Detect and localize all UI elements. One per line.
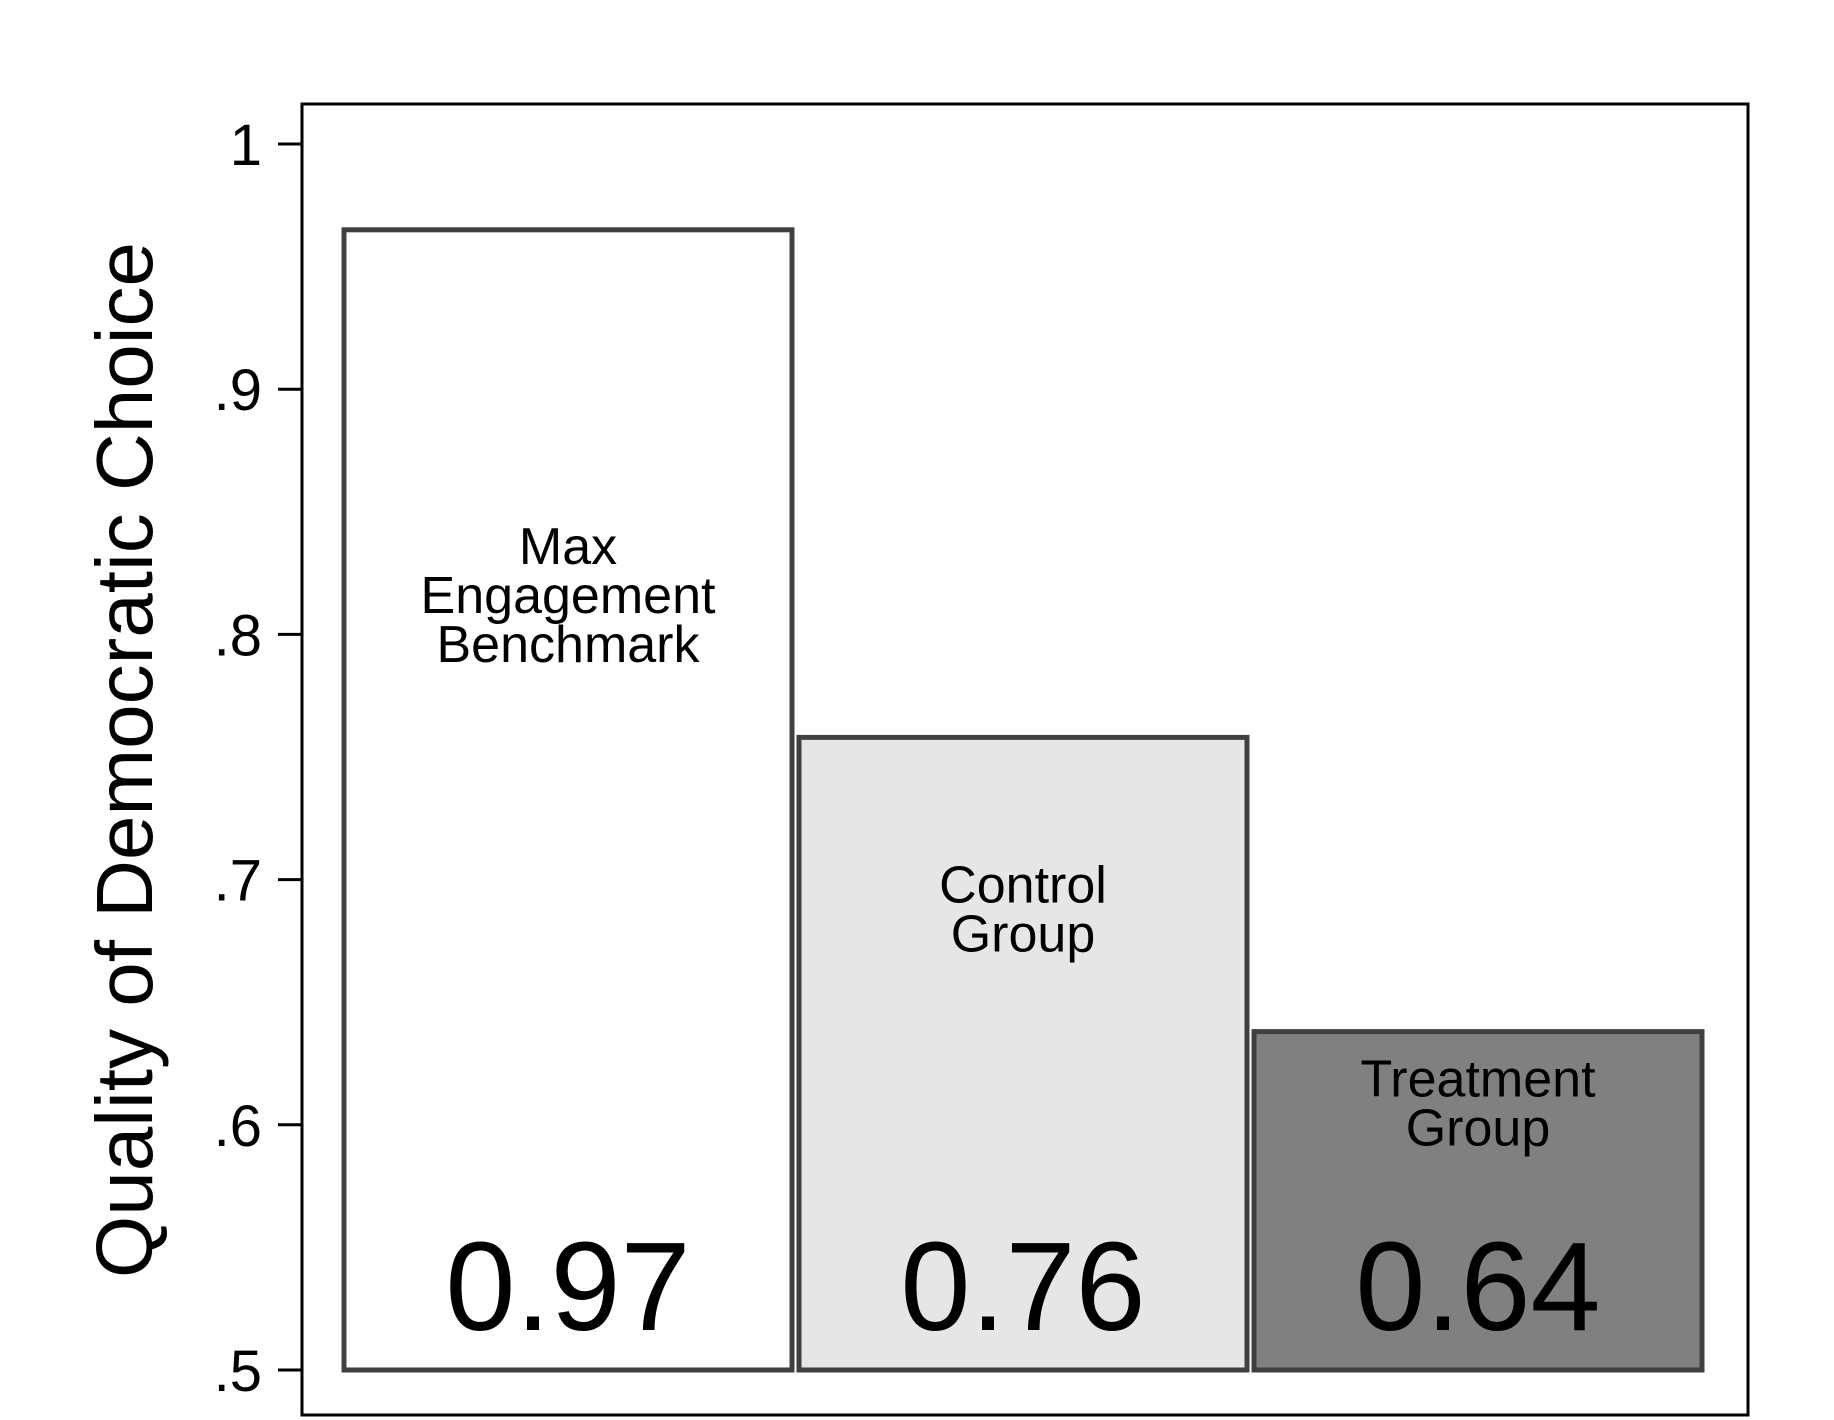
bar-category-label: Group xyxy=(951,905,1096,963)
bar-category-label: Group xyxy=(1406,1100,1551,1158)
bar-category-label: Treatment xyxy=(1360,1051,1596,1109)
bar xyxy=(1251,1029,1705,1373)
plot-frame xyxy=(300,102,1750,1417)
y-tick-label: .7 xyxy=(214,849,262,914)
bar xyxy=(341,227,795,1373)
y-tick-label: .8 xyxy=(214,603,262,668)
y-tick-label: 1 xyxy=(230,113,262,178)
bar-value-label: 0.64 xyxy=(1355,1216,1600,1357)
y-tick-label: .5 xyxy=(214,1339,262,1404)
y-tick-label: .9 xyxy=(214,358,262,423)
bars-group: MaxEngagementBenchmark0.97ControlGroup0.… xyxy=(341,227,1705,1373)
y-tick-label: .6 xyxy=(214,1094,262,1159)
bar-category-label: Benchmark xyxy=(437,616,701,674)
bar-category-label: Max xyxy=(519,518,617,576)
y-axis-label: Quality of Democratic Choice xyxy=(80,242,169,1278)
bar-value-label: 0.97 xyxy=(445,1216,690,1357)
y-axis: .5 .6 .7 .8 .9 1 xyxy=(214,113,302,1404)
bar xyxy=(796,734,1250,1373)
bar-category-label: Engagement xyxy=(421,567,716,625)
bar-category-label: Control xyxy=(939,856,1107,914)
bar-value-label: 0.76 xyxy=(900,1216,1145,1357)
